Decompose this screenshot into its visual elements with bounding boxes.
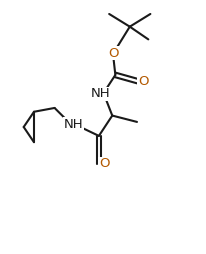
Text: O: O: [138, 75, 148, 88]
Text: O: O: [99, 157, 109, 170]
Text: O: O: [108, 47, 118, 60]
Text: NH: NH: [63, 118, 83, 131]
Text: NH: NH: [91, 87, 111, 101]
